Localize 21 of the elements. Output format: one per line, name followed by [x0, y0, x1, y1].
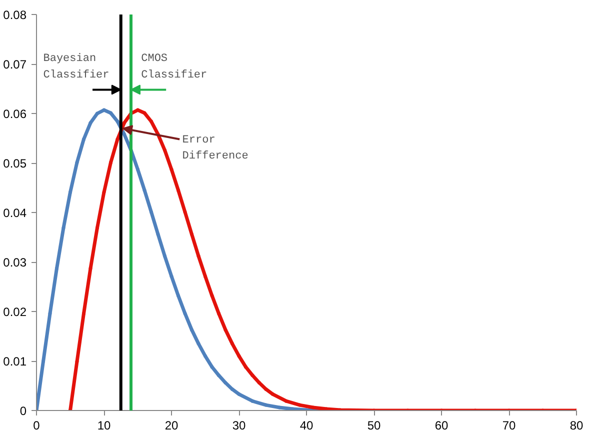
y-tick-label: 0.05 — [3, 156, 27, 170]
y-tick-label: 0.08 — [3, 8, 27, 22]
x-tick-label: 40 — [300, 418, 314, 432]
x-tick-label: 20 — [164, 418, 178, 432]
x-tick-label: 0 — [33, 418, 40, 432]
x-tick-label: 30 — [232, 418, 246, 432]
y-tick-label: 0.07 — [3, 58, 27, 72]
x-tick-label: 60 — [434, 418, 448, 432]
annotation: Error Difference — [182, 134, 248, 162]
x-tick-label: 80 — [570, 418, 584, 432]
y-tick-label: 0.01 — [3, 354, 27, 368]
annotation: Bayesian Classifier — [43, 53, 110, 82]
x-tick-label: 10 — [97, 418, 111, 432]
x-tick-label: 70 — [502, 418, 516, 432]
y-tick-label: 0 — [20, 404, 27, 418]
y-tick-label: 0.04 — [3, 206, 27, 220]
y-tick-label: 0.06 — [3, 107, 27, 121]
annotation: CMOS Classifier — [141, 53, 208, 82]
x-tick-label: 50 — [367, 418, 381, 432]
y-tick-label: 0.02 — [3, 305, 27, 319]
y-tick-label: 0.03 — [3, 256, 27, 270]
